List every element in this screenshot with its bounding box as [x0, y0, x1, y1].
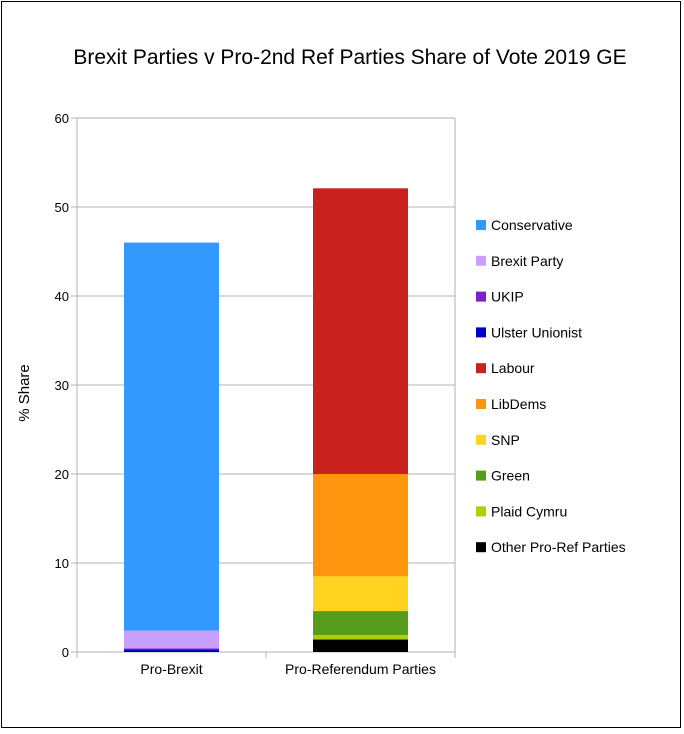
y-tick-label: 10: [55, 556, 69, 571]
legend-swatch: [476, 542, 486, 553]
legend-swatch: [476, 220, 486, 230]
legend-swatch: [476, 470, 486, 481]
legend-swatch: [476, 434, 486, 445]
y-tick-label: 30: [55, 378, 69, 393]
y-tick-label: 40: [55, 289, 69, 304]
y-tick-label: 0: [62, 645, 69, 660]
bar-segment-green: [313, 611, 408, 636]
y-tick-label: 60: [55, 111, 69, 126]
x-tick-labels: Pro-Brexit Pro-Referendum Parties: [140, 661, 436, 677]
legend-swatch: [476, 399, 486, 409]
bar-segment-libdems: [313, 474, 408, 577]
legend-label: Other Pro-Ref Parties: [491, 539, 626, 555]
legend-label: SNP: [491, 432, 520, 448]
legend-label: Labour: [491, 360, 535, 376]
legend-label: Brexit Party: [491, 253, 563, 269]
y-tick-labels: 0 10 20 30 40 50 60: [55, 111, 69, 660]
legend-label: UKIP: [491, 289, 524, 305]
bar-segment-plaid-cymru: [313, 635, 408, 640]
legend-swatch: [476, 327, 486, 338]
chart-title: Brexit Parties v Pro-2nd Ref Parties Sha…: [73, 46, 626, 69]
bar-segment-brexit-party: [124, 630, 219, 649]
bar-segment-other-pro-ref-parties: [313, 639, 408, 652]
x-tick-label: Pro-Referendum Parties: [285, 661, 436, 677]
bar-segment-conservative: [124, 242, 219, 631]
bar-segment-ukip: [124, 648, 219, 650]
legend-label: Ulster Unionist: [491, 324, 582, 340]
legend-label: Conservative: [491, 217, 573, 233]
legend-label: Green: [491, 468, 530, 484]
bar-segment-labour: [313, 188, 408, 474]
legend-swatch: [476, 363, 486, 374]
bar-segment-ulster-unionist: [124, 649, 219, 652]
bar-segment-snp: [313, 576, 408, 612]
legend-label: Plaid Cymru: [491, 503, 567, 519]
legend-swatch: [476, 291, 486, 302]
legend-label: LibDems: [491, 396, 546, 412]
legend-swatch: [476, 506, 486, 517]
y-tick-label: 50: [55, 200, 69, 215]
bars: [124, 188, 408, 652]
y-axis-label: % Share: [16, 364, 33, 422]
y-tick-label: 20: [55, 467, 69, 482]
legend: Conservative Brexit Party UKIP Ulster Union…: [476, 217, 626, 555]
x-tick-label: Pro-Brexit: [140, 661, 202, 677]
legend-swatch: [476, 255, 486, 266]
